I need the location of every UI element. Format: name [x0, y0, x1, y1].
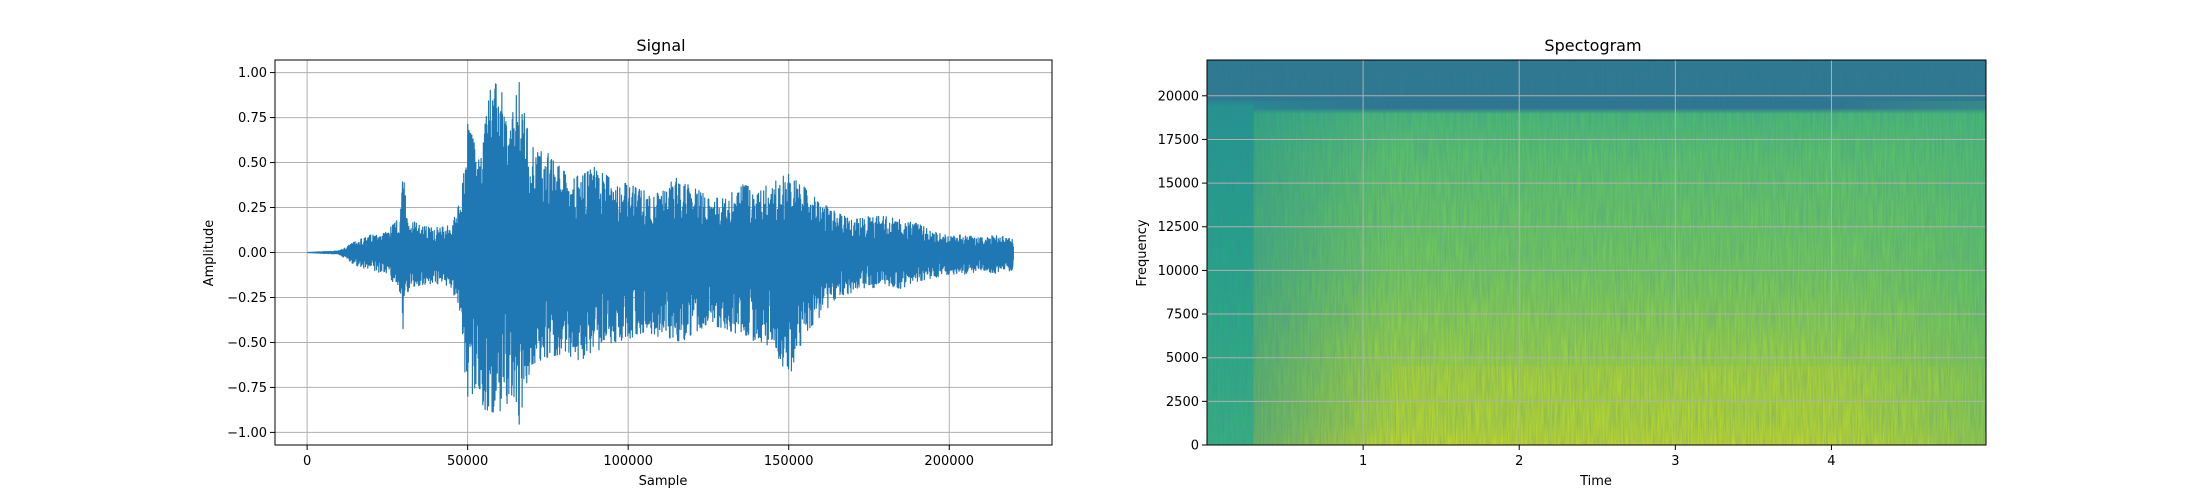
signal-xlabel: Sample	[639, 474, 688, 489]
spectrogram-y-ticks: 0 2500 5000 7500 10000 12500 15000 17500 20000	[1158, 89, 1207, 454]
signal-xtick-label: 150000	[764, 454, 814, 469]
signal-xtick-label: 200000	[924, 454, 974, 469]
signal-ytick-label: 0.25	[238, 201, 267, 216]
signal-ytick-label: −1.00	[227, 426, 267, 441]
signal-line	[307, 82, 1014, 425]
signal-ytick-label: −0.50	[227, 336, 267, 351]
signal-title: Signal	[636, 36, 685, 55]
spectrogram-axes-frame	[1206, 59, 1987, 446]
spectrogram-ytick-label: 10000	[1158, 264, 1199, 279]
signal-ytick-label: 0.75	[238, 111, 267, 126]
signal-ytick-label: 0.50	[238, 156, 267, 171]
spectrogram-title: Spectogram	[1544, 36, 1641, 55]
spectrogram-ylabel: Frequency	[1135, 219, 1150, 286]
spectrogram-xtick-label: 3	[1671, 454, 1679, 469]
spectrogram-xtick-label: 4	[1827, 454, 1835, 469]
signal-chart: Signal 0 50000 100000 150000 200000 −1.00 −0.…	[202, 36, 1053, 489]
spectrogram-ytick-label: 7500	[1166, 308, 1199, 323]
signal-ytick-label: 1.00	[238, 66, 267, 81]
spectrogram-texture	[1207, 60, 1986, 445]
signal-xtick-label: 0	[303, 454, 311, 469]
spectrogram-xlabel: Time	[1579, 474, 1612, 489]
signal-xtick-label: 100000	[603, 454, 653, 469]
signal-waveform	[307, 82, 1014, 425]
spectrogram-ytick-label: 2500	[1166, 395, 1199, 410]
signal-y-ticks: −1.00 −0.75 −0.50 −0.25 0.00 0.25 0.50 0.75 1.00	[227, 66, 275, 441]
spectrogram-ytick-label: 0	[1191, 439, 1199, 454]
signal-ytick-label: −0.75	[227, 381, 267, 396]
spectrogram-image	[1207, 60, 1986, 446]
signal-x-ticks: 0 50000 100000 150000 200000	[303, 445, 974, 469]
spectrogram-xtick-label: 1	[1359, 454, 1367, 469]
signal-xtick-label: 50000	[447, 454, 488, 469]
signal-ylabel: Amplitude	[202, 220, 217, 287]
spectrogram-x-ticks: 1 2 3 4	[1359, 445, 1836, 469]
signal-ytick-label: 0.00	[238, 246, 267, 261]
spectrogram-xtick-label: 2	[1515, 454, 1523, 469]
spectrogram-ytick-label: 17500	[1158, 133, 1199, 148]
spectrogram-chart: Spectogram	[1135, 36, 1987, 489]
spectrogram-ytick-label: 15000	[1158, 177, 1199, 192]
signal-ytick-label: −0.25	[227, 291, 267, 306]
spectrogram-ytick-label: 12500	[1158, 220, 1199, 235]
spectrogram-ytick-label: 20000	[1158, 89, 1199, 104]
spectrogram-ytick-label: 5000	[1166, 351, 1199, 366]
